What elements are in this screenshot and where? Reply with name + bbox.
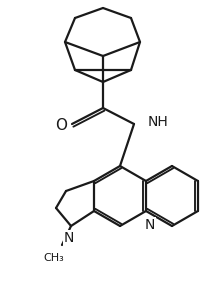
Text: N: N: [144, 218, 154, 232]
Text: NH: NH: [147, 115, 167, 129]
Text: N: N: [63, 231, 74, 245]
Text: CH₃: CH₃: [43, 253, 64, 263]
Text: O: O: [55, 118, 67, 132]
